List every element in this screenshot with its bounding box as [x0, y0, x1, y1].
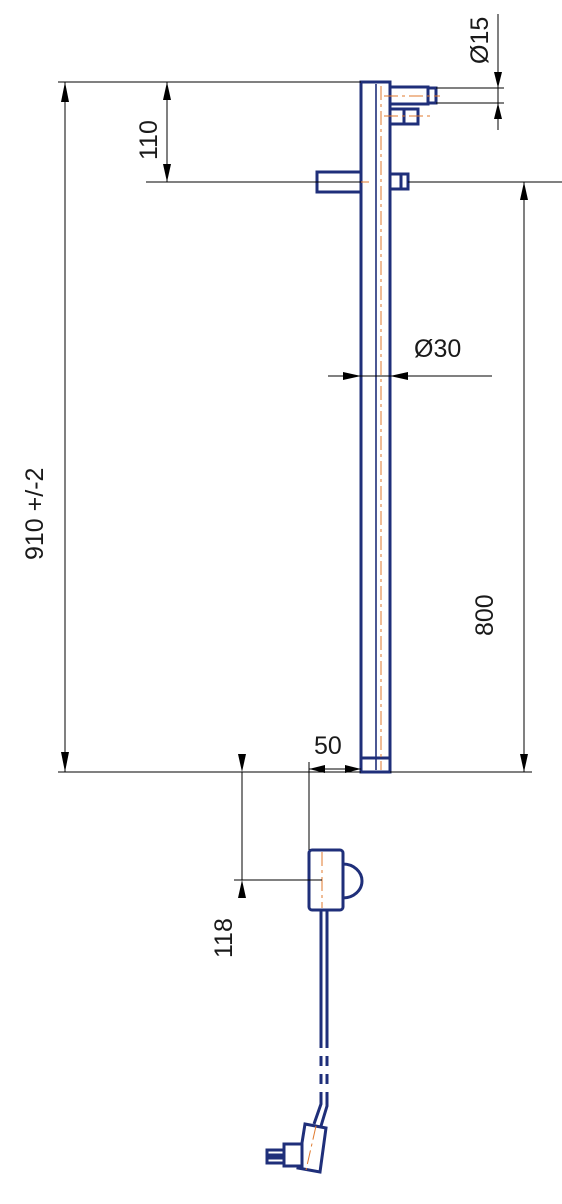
power-cable [312, 910, 329, 1127]
bottom-connector-nut [399, 172, 410, 191]
arrow-50-left [309, 765, 325, 773]
arrow-d30-left [343, 372, 361, 380]
arrow-118-top [238, 880, 246, 898]
dimension-pipe-diameter: Ø30 [328, 335, 492, 380]
dimension-label-118: 118 [210, 918, 238, 958]
arrow-118-bottom [238, 754, 246, 772]
arrow-d15-top [494, 72, 502, 88]
dimension-label-d30: Ø30 [414, 335, 461, 363]
arrow-d15-bottom [494, 103, 502, 119]
dimension-label-total: 910 +/-2 [21, 468, 49, 560]
dimension-connector-diameter: Ø15 [436, 14, 504, 130]
dimension-label-110: 110 [135, 120, 163, 160]
arrow-110-top [163, 82, 171, 100]
arrow-50-right [345, 765, 361, 773]
top-connectors [384, 85, 440, 126]
dimension-total-height: 910 +/-2 [21, 81, 361, 773]
arrow-d30-right [390, 372, 408, 380]
plug-centerline [305, 1125, 317, 1171]
plug-pin-lower [265, 1156, 286, 1165]
arrow-total-bottom [61, 752, 69, 772]
power-plug [265, 1122, 328, 1174]
arrow-total-top [61, 82, 69, 102]
heater-dome [341, 862, 364, 900]
dimension-heater-offset: 50 [308, 732, 361, 850]
arrow-110-bottom [163, 164, 171, 182]
bottom-connector [388, 172, 410, 191]
plug-pin-upper [265, 1148, 286, 1157]
plug-head [282, 1142, 304, 1168]
bottom-connector-body [388, 172, 403, 191]
dimension-label-800: 800 [471, 594, 499, 636]
dimension-connector-spacing: 800 [390, 181, 562, 773]
dimension-label-50: 50 [314, 732, 342, 760]
arrow-800-top [520, 182, 528, 200]
cable-bend-left [312, 1092, 323, 1125]
dimension-top-offset: 110 [135, 82, 361, 183]
cable-bend-right [319, 1092, 329, 1127]
dimension-label-d15: Ø15 [466, 17, 494, 64]
vertical-tube [359, 80, 392, 774]
dimension-heater-height: 118 [210, 754, 322, 958]
arrow-800-bottom [520, 754, 528, 772]
